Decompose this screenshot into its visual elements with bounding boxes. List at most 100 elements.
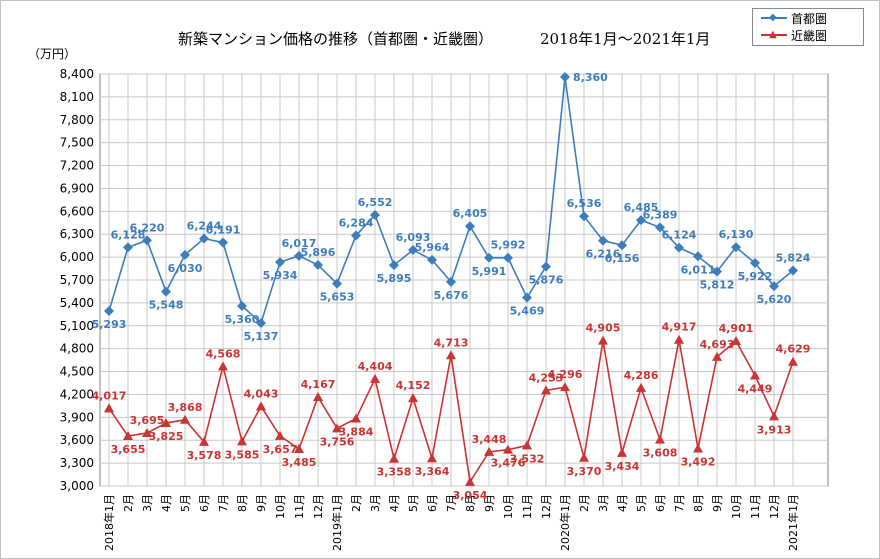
legend-line-kinki [761,34,787,36]
data-point-shutoken [674,242,684,253]
data-label-shutoken: 5,964 [415,241,450,254]
data-label-shutoken: 5,469 [510,305,545,318]
data-point-shutoken [788,265,798,276]
data-label-kinki: 4,286 [624,369,659,382]
data-point-kinki [332,423,342,433]
legend-item-shutoken: ◆ 首都圏 [753,9,863,26]
data-label-kinki: 3,884 [339,426,374,439]
legend-item-kinki: ▲ 近畿圏 [753,26,863,43]
data-label-kinki: 4,693 [700,338,735,351]
data-point-shutoken [750,258,760,269]
data-point-kinki [351,413,361,423]
x-tick-label: 7月 [445,494,458,512]
x-tick-label: 3月 [141,494,154,512]
x-tick-label: 3月 [597,494,610,512]
data-label-kinki: 4,152 [396,379,431,392]
y-tick-label: 5,700 [60,273,94,287]
chart-period: 2018年1月～2021年1月 [540,30,711,48]
data-label-shutoken: 5,992 [491,239,526,252]
legend-label-kinki: 近畿圏 [791,29,828,43]
y-tick-label: 3,000 [60,479,94,493]
data-label-kinki: 3,578 [187,449,222,462]
data-point-kinki [674,334,684,344]
data-point-shutoken [408,245,418,256]
data-label-kinki: 3,476 [491,457,526,470]
data-point-shutoken [484,252,494,263]
data-point-kinki [712,351,722,361]
data-label-kinki: 3,492 [681,455,716,468]
data-point-kinki [579,452,589,462]
legend-line-shutoken [761,17,787,19]
data-point-shutoken [560,72,570,83]
data-point-shutoken [313,260,323,271]
data-point-shutoken [237,300,247,311]
data-point-shutoken [693,251,703,262]
data-point-kinki [161,418,171,428]
data-point-kinki [750,370,760,380]
y-tick-label: 6,300 [60,227,94,241]
data-point-kinki [313,391,323,401]
x-tick-label: 5月 [179,494,192,512]
data-point-kinki [180,414,190,424]
data-point-shutoken [332,278,342,289]
data-point-shutoken [389,260,399,271]
data-label-kinki: 3,657 [263,443,298,456]
x-tick-label: 9月 [483,494,496,512]
data-point-kinki [427,453,437,463]
x-tick-label: 3月 [369,494,382,512]
data-point-shutoken [123,242,133,253]
data-point-kinki [370,373,380,383]
x-tick-label: 4月 [616,494,629,512]
data-point-shutoken [180,249,190,260]
data-label-shutoken: 8,360 [573,71,608,84]
data-label-kinki: 3,434 [605,460,640,473]
data-label-shutoken: 6,284 [339,216,374,229]
data-label-shutoken: 6,552 [358,196,393,209]
legend-label-shutoken: 首都圏 [791,12,828,26]
data-label-kinki: 4,905 [586,322,621,335]
data-point-kinki [104,403,114,413]
x-tick-label: 9月 [711,494,724,512]
data-point-shutoken [104,306,114,317]
data-point-kinki [256,401,266,411]
data-point-kinki [275,430,285,440]
data-label-kinki: 4,167 [301,378,336,391]
data-point-shutoken [142,235,152,246]
data-label-kinki: 4,917 [662,321,697,334]
data-label-kinki: 4,017 [92,389,127,402]
x-tick-label: 6月 [198,494,211,512]
data-label-kinki: 3,054 [453,489,488,502]
data-label-shutoken: 6,405 [453,207,488,220]
data-label-kinki: 3,448 [472,433,507,446]
x-tick-label: 2021年1月 [786,494,800,551]
x-tick-label: 8月 [236,494,249,512]
data-label-shutoken: 6,485 [624,201,659,214]
data-label-shutoken: 6,216 [586,248,621,261]
data-point-shutoken [541,261,551,272]
data-label-shutoken: 6,011 [681,263,716,276]
data-label-shutoken: 5,896 [301,246,336,259]
data-label-shutoken: 5,812 [700,278,735,291]
data-label-kinki: 4,253 [529,371,564,384]
data-label-shutoken: 6,220 [130,221,165,234]
data-label-kinki: 4,568 [206,347,241,360]
data-point-shutoken [522,292,532,303]
y-tick-label: 4,500 [60,365,94,379]
y-tick-label: 7,500 [60,136,94,150]
y-tick-label: 7,200 [60,159,94,173]
y-tick-label: 7,800 [60,113,94,127]
data-label-kinki: 3,825 [149,430,184,443]
x-tick-label: 10月 [502,494,515,519]
data-label-shutoken: 5,548 [149,299,184,312]
data-label-kinki: 3,756 [320,435,355,448]
data-point-shutoken [427,254,437,265]
y-tick-label: 8,100 [60,90,94,104]
data-point-kinki [389,453,399,463]
data-label-shutoken: 5,922 [738,270,773,283]
data-point-shutoken [655,222,665,233]
y-tick-label: 5,100 [60,319,94,333]
data-point-kinki [693,443,703,453]
x-tick-label: 12月 [540,494,553,519]
data-label-kinki: 3,585 [225,448,260,461]
y-tick-label: 6,600 [60,204,94,218]
